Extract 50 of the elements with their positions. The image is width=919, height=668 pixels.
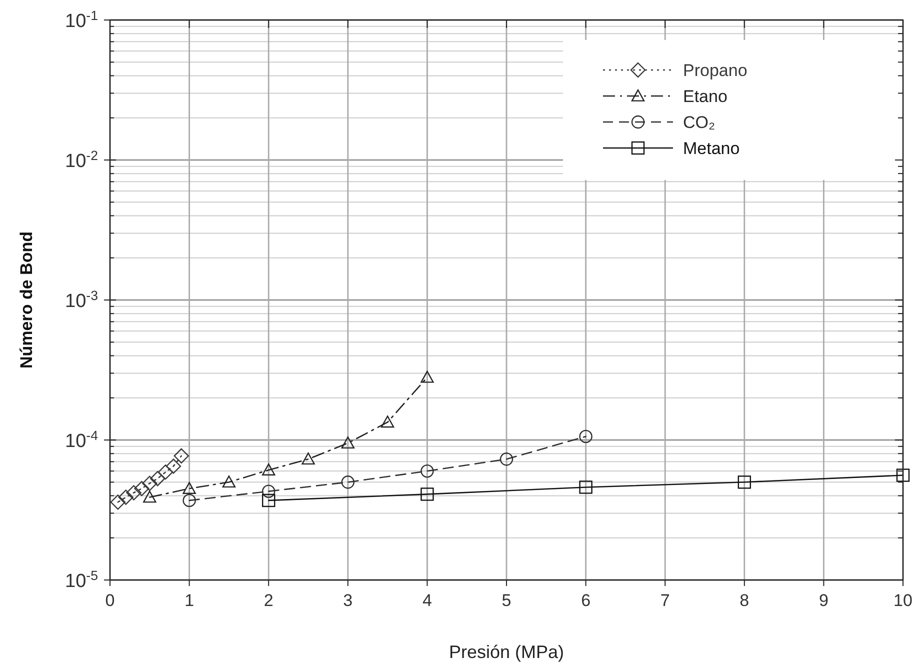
x-tick-label: 1 bbox=[184, 591, 194, 610]
point bbox=[142, 476, 158, 491]
x-tick-label: 0 bbox=[105, 591, 115, 610]
point bbox=[174, 448, 189, 464]
x-axis-title: Presión (MPa) bbox=[448, 642, 564, 662]
point bbox=[118, 490, 134, 505]
point bbox=[420, 370, 434, 383]
legend-label: Etano bbox=[683, 87, 728, 106]
x-tick-label: 8 bbox=[740, 591, 750, 610]
point bbox=[182, 482, 196, 494]
point bbox=[738, 476, 751, 489]
point bbox=[166, 458, 182, 474]
point bbox=[262, 463, 276, 476]
y-tick-label: 10$^{-4}$ bbox=[65, 428, 98, 452]
x-tick-label: 3 bbox=[343, 591, 353, 610]
point bbox=[126, 485, 142, 500]
point bbox=[341, 436, 354, 449]
legend-label: CO₂ bbox=[683, 113, 716, 132]
point bbox=[262, 494, 276, 508]
x-tick-label: 9 bbox=[818, 591, 828, 610]
point bbox=[222, 476, 236, 488]
point bbox=[302, 452, 315, 465]
y-axis-title: Número de Bond bbox=[17, 232, 36, 368]
x-tick-label: 6 bbox=[581, 591, 591, 610]
x-tick-label: 5 bbox=[502, 591, 512, 610]
point bbox=[500, 452, 514, 466]
point bbox=[134, 480, 150, 496]
point bbox=[579, 430, 592, 444]
x-tick-label: 4 bbox=[422, 591, 432, 610]
point bbox=[420, 488, 434, 501]
point bbox=[380, 416, 394, 428]
x-tick-label: 7 bbox=[660, 591, 670, 610]
point bbox=[341, 476, 354, 489]
legend-label: Metano bbox=[683, 139, 740, 158]
point bbox=[182, 494, 196, 508]
point bbox=[158, 464, 174, 480]
y-tick-label: 10$^{-5}$ bbox=[65, 568, 98, 592]
x-tick-label: 2 bbox=[264, 591, 274, 610]
y-tick-label: 10$^{-3}$ bbox=[65, 288, 98, 312]
point bbox=[896, 468, 910, 482]
point bbox=[420, 464, 434, 478]
point bbox=[110, 494, 126, 510]
point bbox=[150, 471, 166, 486]
x-tick-label: 10 bbox=[894, 591, 912, 610]
point bbox=[579, 480, 592, 494]
point bbox=[143, 490, 156, 503]
y-tick-label: 10$^{-2}$ bbox=[65, 148, 98, 172]
legend-label: Propano bbox=[683, 61, 748, 80]
y-tick-label: 10$^{-1}$ bbox=[65, 8, 98, 32]
point bbox=[262, 484, 276, 498]
